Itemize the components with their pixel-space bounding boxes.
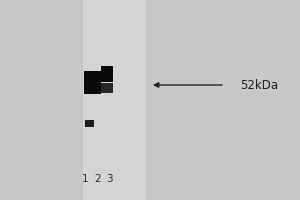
Bar xyxy=(85,120,94,127)
Bar xyxy=(84,71,101,94)
Bar xyxy=(101,83,113,93)
Text: 2: 2 xyxy=(94,174,101,184)
Bar xyxy=(81,0,147,200)
Text: 1: 1 xyxy=(82,174,89,184)
Bar xyxy=(81,0,82,200)
Bar xyxy=(146,0,147,200)
Text: 3: 3 xyxy=(106,174,113,184)
Bar xyxy=(100,66,112,82)
Text: 52kDa: 52kDa xyxy=(240,79,278,92)
